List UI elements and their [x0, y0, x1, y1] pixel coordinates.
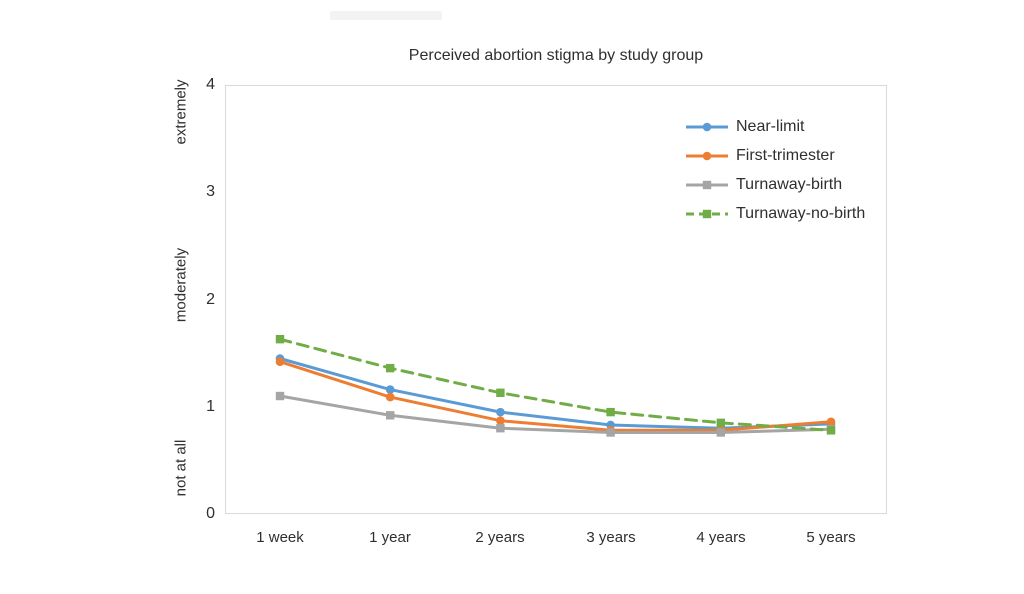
- x-tick-label: 4 years: [696, 529, 746, 546]
- x-tick-label: 2 years: [475, 529, 525, 546]
- legend-label: Near-limit: [736, 117, 805, 135]
- x-tick-label: 1 week: [256, 529, 304, 546]
- legend-swatch-turnaway-no-birth: [685, 207, 729, 221]
- legend: Near-limit First-trimester Turnaway-birt…: [685, 112, 865, 228]
- x-tick-label: 1 year: [369, 529, 411, 546]
- legend-entry-first-trimester: First-trimester: [685, 141, 865, 170]
- data-point-marker: [606, 407, 615, 417]
- data-point-marker: [386, 363, 395, 373]
- data-point-marker: [496, 416, 505, 425]
- data-point-marker: [496, 388, 505, 398]
- legend-line-sample: [686, 122, 728, 131]
- y-tick-label: 2: [206, 291, 215, 308]
- series-line-turnaway-no-birth: [278, 337, 833, 432]
- y-axis-category-label: not at all: [172, 439, 190, 497]
- legend-line-sample: [686, 180, 728, 189]
- legend-line-sample: [686, 209, 728, 218]
- legend-label: First-trimester: [736, 146, 835, 164]
- data-point-marker: [496, 424, 505, 433]
- y-tick-label: 4: [206, 76, 215, 93]
- plot-area: [225, 85, 887, 514]
- y-tick-label: 0: [206, 505, 215, 522]
- x-tick-label: 3 years: [586, 529, 636, 546]
- data-point-marker: [826, 417, 836, 427]
- legend-swatch-near-limit: [685, 120, 729, 134]
- y-axis-category-label: extremely: [172, 79, 190, 145]
- series-line-near-limit: [278, 357, 833, 430]
- data-point-marker: [716, 418, 725, 428]
- legend-label: Turnaway-birth: [736, 175, 843, 193]
- legend-swatch-first-trimester: [685, 149, 729, 163]
- data-point-marker: [386, 411, 395, 420]
- legend-entry-near-limit: Near-limit: [685, 112, 865, 141]
- legend-entry-turnaway-birth: Turnaway-birth: [685, 170, 865, 199]
- y-axis-category-label: moderately: [172, 247, 190, 323]
- data-point-marker: [385, 385, 395, 394]
- chart-title: Perceived abortion stigma by study group: [408, 47, 704, 64]
- legend-line-sample: [686, 151, 728, 160]
- data-point-marker: [716, 428, 725, 437]
- y-tick-label: 3: [206, 183, 215, 200]
- data-point-marker: [275, 391, 285, 401]
- data-point-marker: [826, 426, 836, 435]
- series-line-first-trimester: [278, 360, 833, 432]
- x-tick-label: 5 years: [806, 529, 856, 546]
- data-point-marker: [275, 334, 285, 344]
- data-point-marker: [275, 357, 285, 367]
- data-point-marker: [496, 407, 505, 417]
- faint-gray-artifact: [330, 11, 442, 20]
- y-tick-label: 1: [206, 398, 215, 415]
- legend-swatch-turnaway-birth: [685, 178, 729, 192]
- data-point-marker: [606, 428, 615, 437]
- series-line-turnaway-birth: [278, 394, 833, 434]
- plot-series-layer: [275, 334, 836, 437]
- legend-entry-turnaway-no-birth: Turnaway-no-birth: [685, 199, 865, 228]
- legend-label: Turnaway-no-birth: [736, 204, 866, 222]
- data-point-marker: [385, 392, 395, 402]
